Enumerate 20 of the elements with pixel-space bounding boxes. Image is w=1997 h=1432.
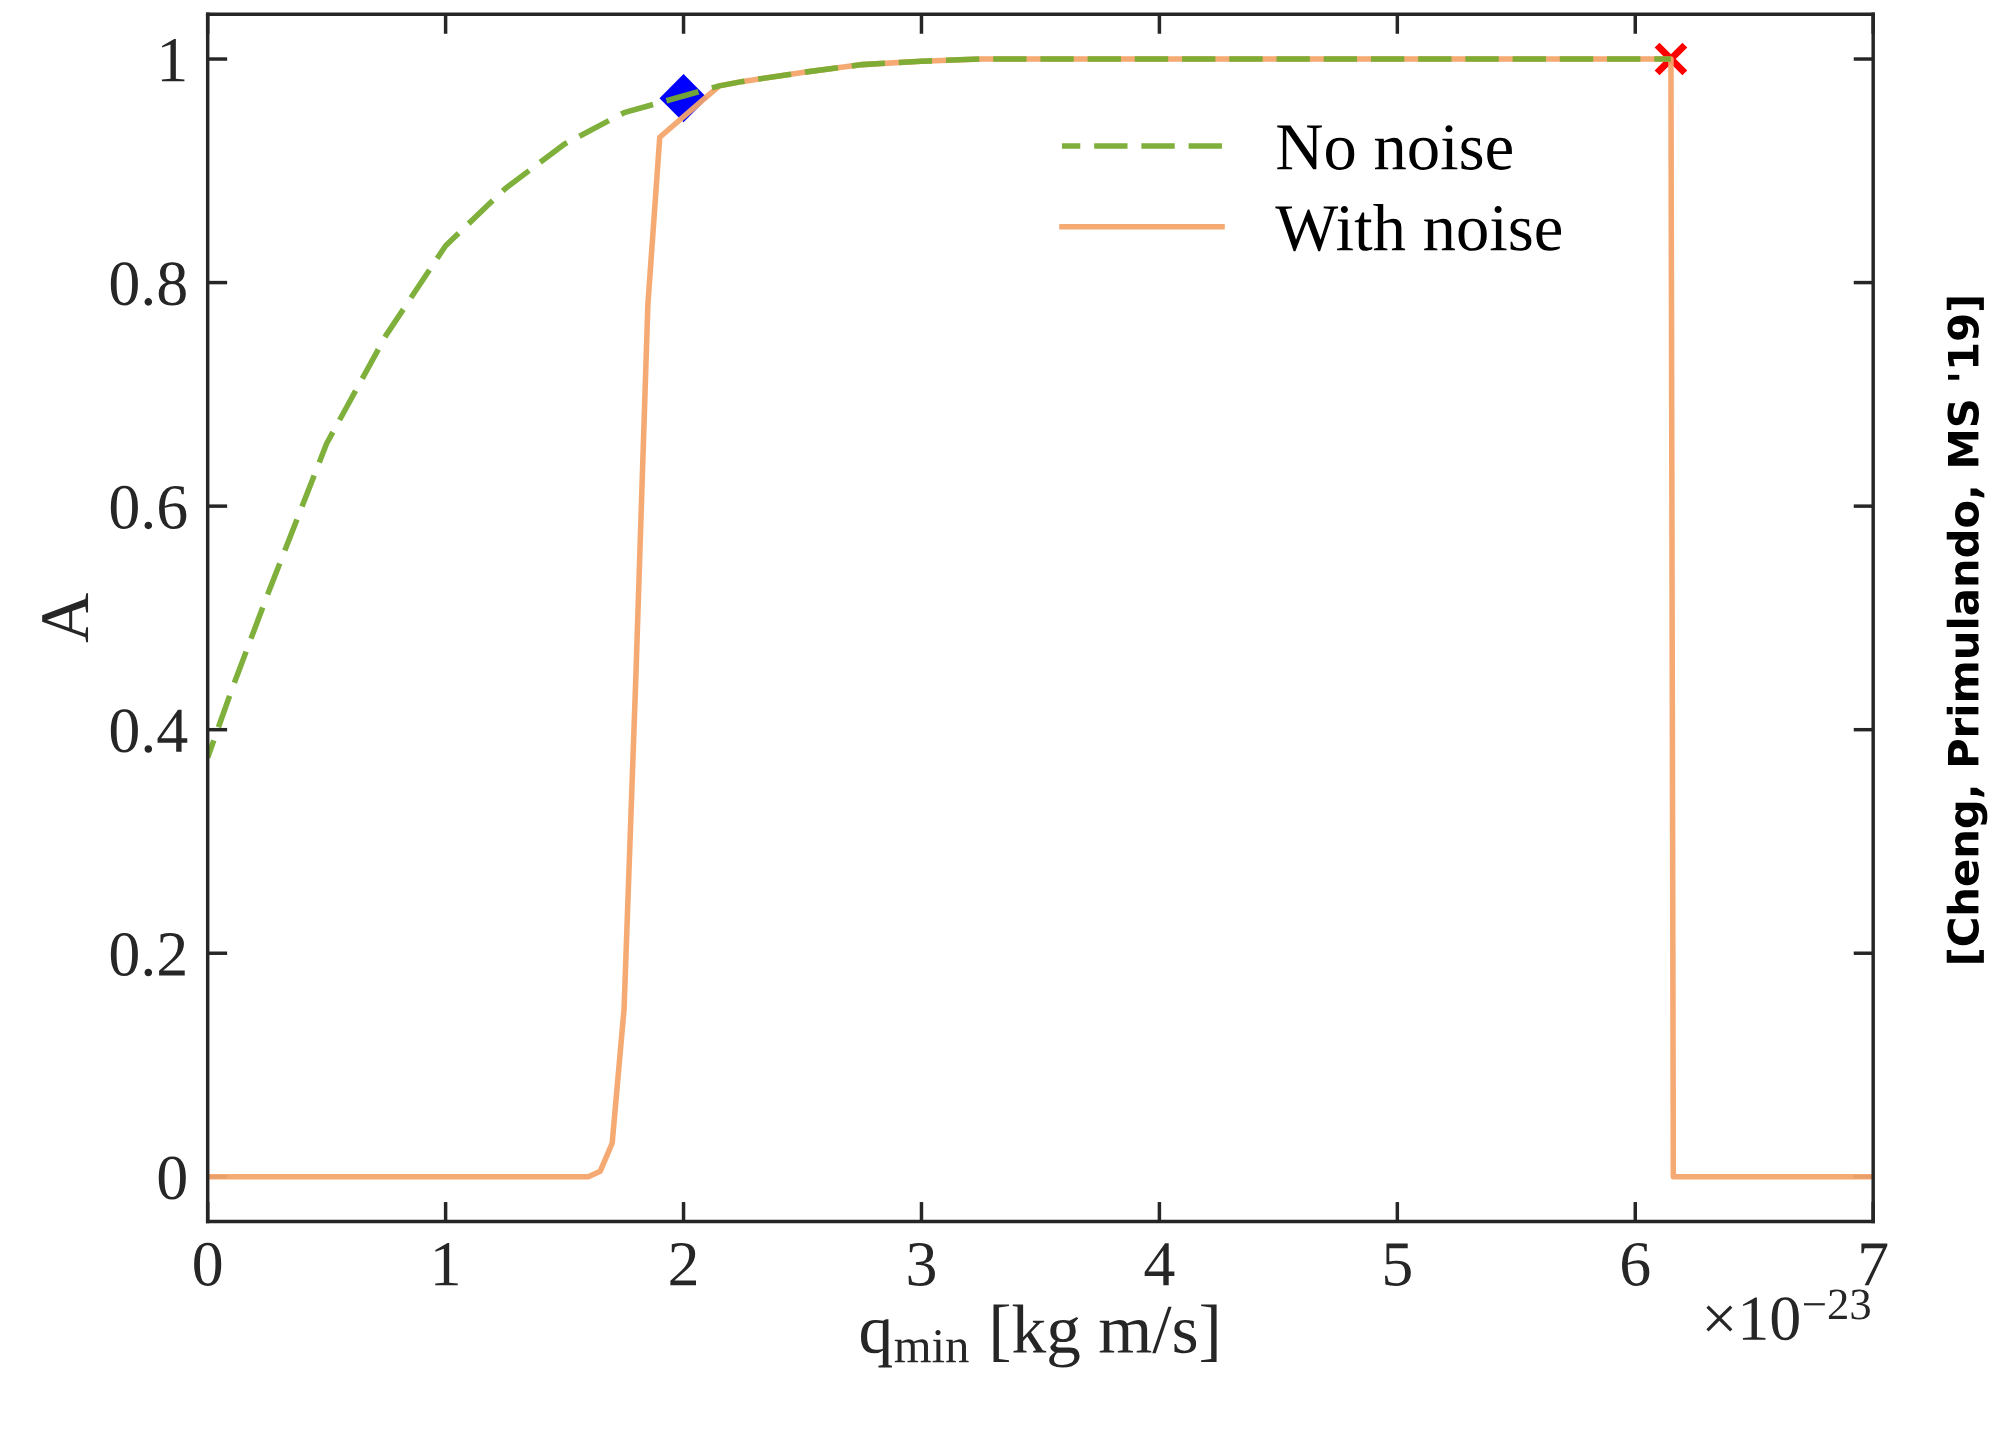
y-tick-label: 0.4 xyxy=(110,709,188,753)
x-tick-label: 3 xyxy=(908,1242,935,1286)
x-tick-label: 6 xyxy=(1622,1242,1650,1286)
x-axis-title: q$_{min}$ [kg m/s] xyxy=(861,1304,1217,1368)
y-tick-label: 0.8 xyxy=(110,262,186,306)
y-tick-label: 0 xyxy=(158,1156,186,1200)
y-tick-label: 0.6 xyxy=(110,485,187,530)
x-tick-label: 7 xyxy=(1861,1243,1888,1286)
x-tick-label: 5 xyxy=(1385,1243,1411,1286)
legend-label: No noise xyxy=(1277,125,1512,170)
y-tick-label: 0.2 xyxy=(110,932,185,977)
x-tick-label: 2 xyxy=(670,1242,696,1286)
x-tick-label: 4 xyxy=(1144,1243,1175,1286)
y-axis-title: A xyxy=(42,593,89,643)
text: [Cheng, Primulando, MS '19] xyxy=(1946,297,1988,963)
y-tick-label: 1 xyxy=(161,39,185,82)
x-tick-label: 1 xyxy=(435,1243,458,1286)
text: ×10$^{−23}$ xyxy=(1706,1289,1870,1341)
legend-label: With noise xyxy=(1275,203,1562,252)
x-tick-label: 0 xyxy=(194,1242,222,1286)
